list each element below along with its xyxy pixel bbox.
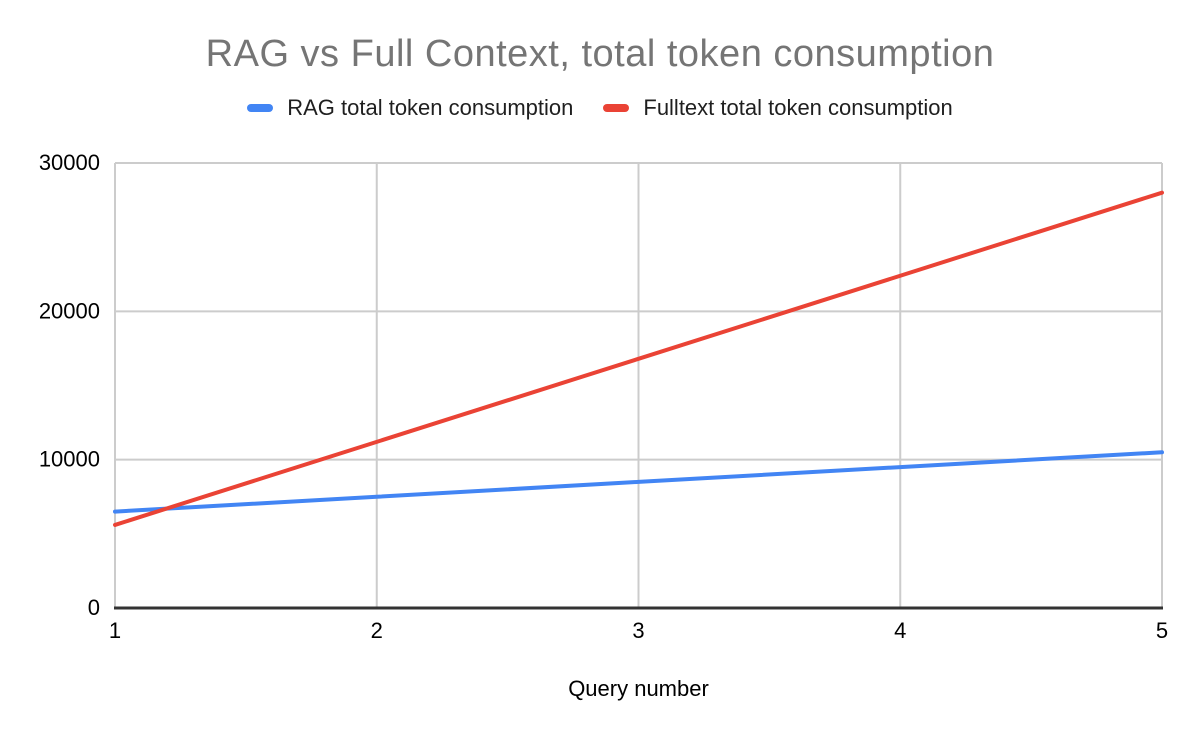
- series-line-0: [113, 450, 1164, 514]
- x-tick-label: 4: [894, 618, 906, 643]
- y-tick-label: 10000: [39, 447, 100, 472]
- x-tick-label: 3: [632, 618, 644, 643]
- x-tick-label: 5: [1156, 618, 1168, 643]
- x-tick-label: 1: [109, 618, 121, 643]
- y-tick-label: 0: [88, 595, 100, 620]
- y-tick-label: 20000: [39, 298, 100, 323]
- chart-title: RAG vs Full Context, total token consump…: [205, 33, 995, 75]
- y-tick-label: 30000: [39, 150, 100, 175]
- legend-item-fulltext: Fulltext total token consumption: [603, 95, 953, 121]
- legend-label-fulltext: Fulltext total token consumption: [643, 95, 953, 120]
- legend-swatch-rag-icon: [247, 104, 274, 112]
- legend-swatch-fulltext-icon: [603, 104, 630, 112]
- x-axis-title: Query number: [568, 676, 709, 701]
- x-tick-label: 2: [371, 618, 383, 643]
- legend-item-rag: RAG total token consumption: [247, 95, 573, 121]
- legend: RAG total token consumption Fulltext tot…: [0, 95, 1200, 121]
- legend-label-rag: RAG total token consumption: [287, 95, 574, 120]
- series-line-1: [113, 190, 1164, 527]
